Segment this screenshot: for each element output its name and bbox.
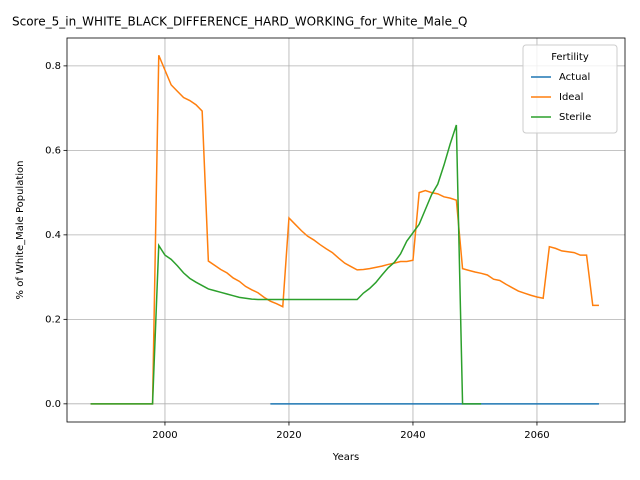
- y-tick-label: 0.0: [45, 399, 61, 410]
- legend-label: Ideal: [559, 92, 583, 103]
- x-axis-label: Years: [332, 452, 359, 463]
- legend-title: Fertility: [551, 52, 589, 63]
- y-tick-label: 0.8: [45, 61, 61, 72]
- legend-box: [522, 44, 618, 134]
- x-tick-label: 2060: [524, 430, 549, 441]
- legend-label: Sterile: [559, 112, 591, 123]
- x-tick-label: 2020: [276, 430, 301, 441]
- x-tick-label: 2040: [400, 430, 425, 441]
- x-tick-label: 2000: [152, 430, 177, 441]
- y-axis-label: % of White_Male Population: [15, 161, 26, 300]
- y-tick-label: 0.2: [45, 314, 61, 325]
- legend: Fertility Actual Ideal Sterile: [522, 44, 618, 134]
- line-series: [90, 124, 482, 405]
- y-tick-label: 0.6: [45, 145, 61, 156]
- line-series: [90, 55, 599, 405]
- legend-label: Actual: [559, 72, 590, 83]
- axes-frame: [66, 37, 626, 423]
- y-tick-label: 0.4: [45, 230, 61, 241]
- chart-title: Score_5_in_WHITE_BLACK_DIFFERENCE_HARD_W…: [12, 15, 467, 29]
